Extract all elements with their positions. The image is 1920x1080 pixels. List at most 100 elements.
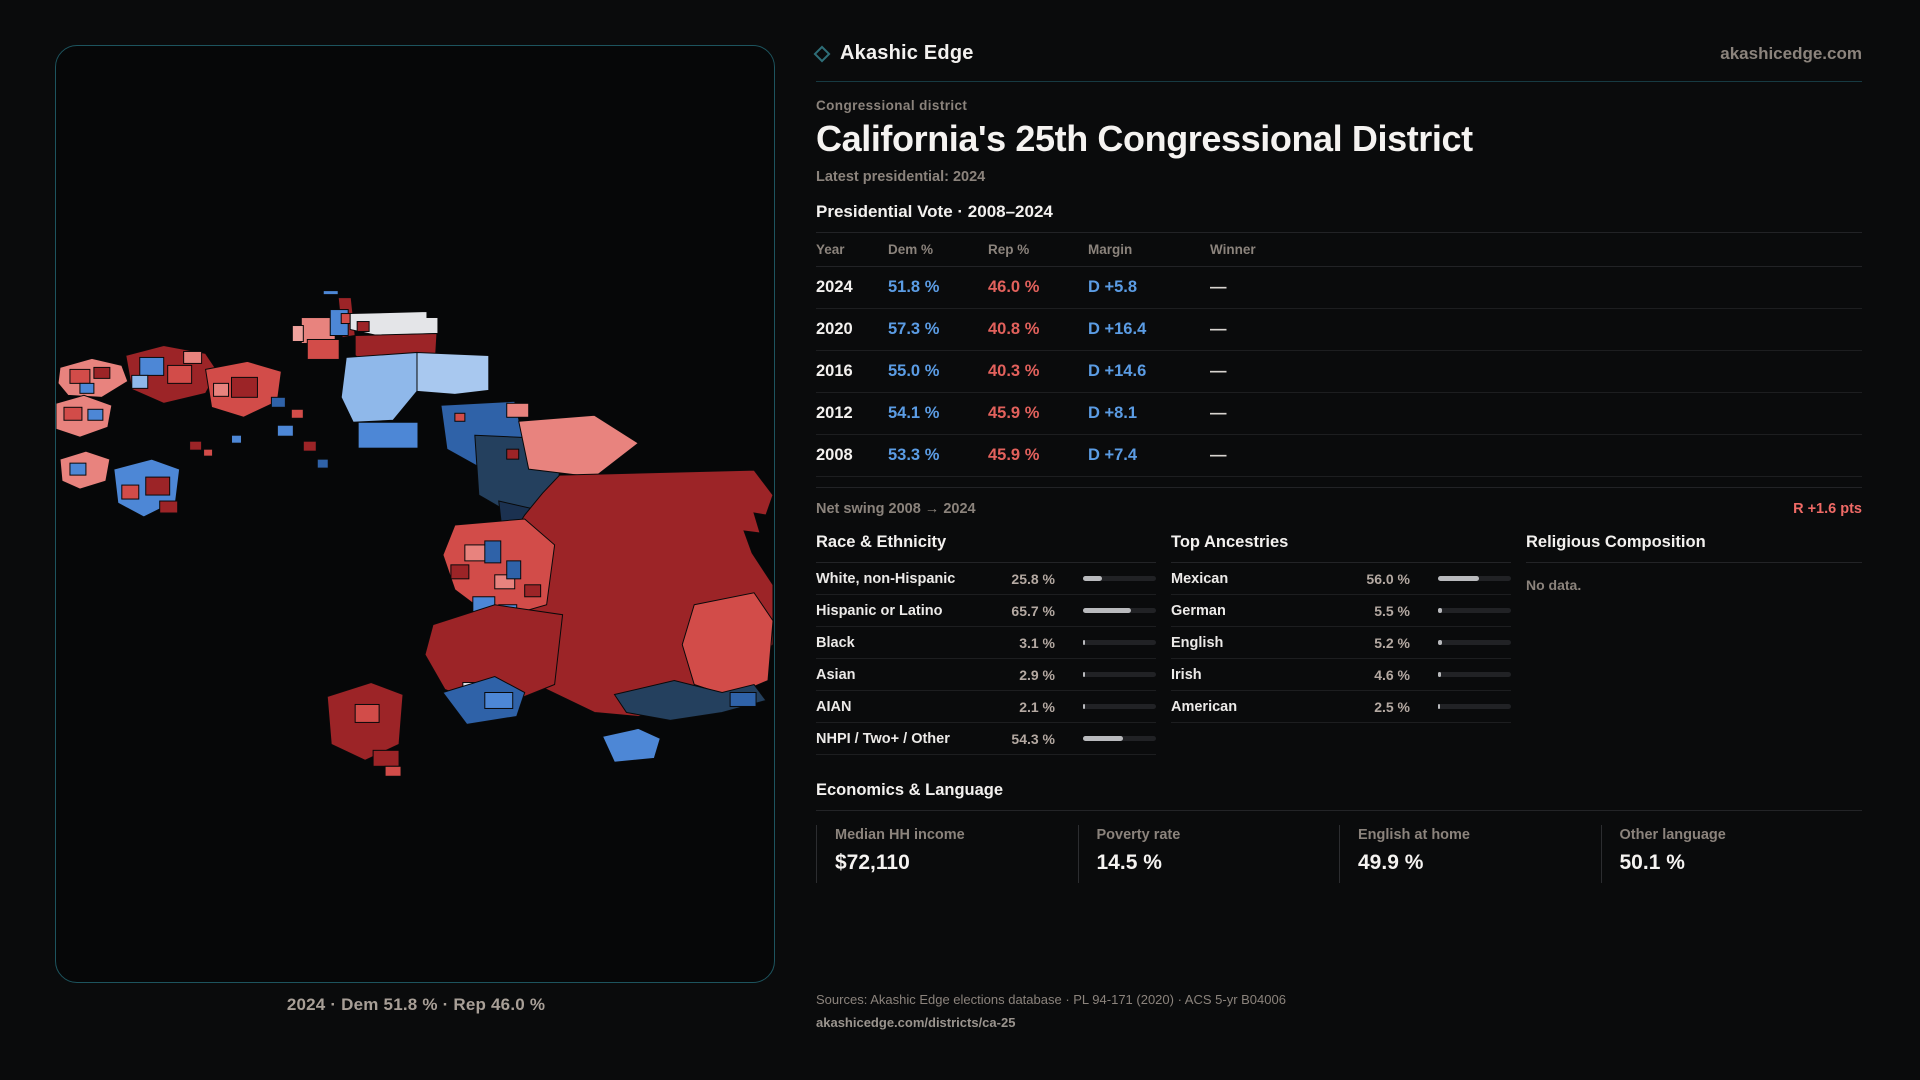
religion-no-data: No data.: [1526, 577, 1582, 593]
bar-value: 2.1 %: [1019, 698, 1055, 715]
footer: Sources: Akashic Edge elections database…: [816, 992, 1862, 1030]
header: Akashic Edge akashicedge.com: [813, 36, 1862, 82]
bar-fill: [1083, 704, 1085, 709]
bar-fill: [1438, 576, 1479, 581]
col-rep: Rep %: [988, 242, 1030, 257]
bar-label: Black: [816, 634, 855, 651]
bar-value: 2.5 %: [1374, 698, 1410, 715]
stat-bar-row: English 5.2 %: [1171, 627, 1511, 659]
cell-year: 2012: [816, 404, 853, 422]
stat-bar-row: AIAN 2.1 %: [816, 691, 1156, 723]
cell-dem: 57.3 %: [888, 320, 940, 338]
presidential-vote-table: Year Dem % Rep % Margin Winner 2024 51.8…: [816, 232, 1862, 477]
vote-table-title: Presidential Vote · 2008–2024: [816, 202, 1053, 221]
table-row: 2012 54.1 % 45.9 % D +8.1 —: [816, 393, 1862, 435]
bar-fill: [1083, 736, 1123, 741]
stat-value: 50.1 %: [1619, 851, 1685, 874]
stat-card: Other language 50.1 %: [1600, 825, 1863, 883]
bar-track: [1083, 736, 1156, 741]
stat-label: Median HH income: [835, 827, 965, 843]
stat-bar-row: Mexican 56.0 %: [1171, 563, 1511, 595]
cell-rep: 45.9 %: [988, 404, 1040, 422]
bar-value: 4.6 %: [1374, 666, 1410, 683]
cell-winner: —: [1210, 278, 1227, 296]
bar-label: White, non-Hispanic: [816, 570, 956, 587]
vote-table-header: Year Dem % Rep % Margin Winner: [816, 232, 1862, 267]
stat-bar-row: NHPI / Two+ / Other 54.3 %: [816, 723, 1156, 755]
cell-year: 2016: [816, 362, 853, 380]
main-content: Akashic Edge akashicedge.com Congression…: [813, 36, 1862, 883]
stat-card: Poverty rate 14.5 %: [1077, 825, 1340, 883]
bar-label: English: [1171, 634, 1224, 651]
table-row: 2016 55.0 % 40.3 % D +14.6 —: [816, 351, 1862, 393]
religion-section: Religious Composition No data.: [1526, 533, 1862, 755]
brand-name: Akashic Edge: [840, 42, 974, 64]
bar-label: Hispanic or Latino: [816, 602, 943, 619]
ancestries-title: Top Ancestries: [1171, 533, 1511, 563]
cell-year: 2008: [816, 446, 853, 464]
bar-track: [1083, 672, 1156, 677]
bar-label: AIAN: [816, 698, 852, 715]
bar-track: [1438, 704, 1511, 709]
stat-bar-row: White, non-Hispanic 25.8 %: [816, 563, 1156, 595]
economics-title: Economics & Language: [816, 781, 1862, 811]
stat-value: 14.5 %: [1096, 851, 1162, 874]
bar-label: Mexican: [1171, 570, 1229, 587]
cell-dem: 54.1 %: [888, 404, 940, 422]
diamond-icon: [813, 45, 831, 62]
economics-stats: Median HH income $72,110 Poverty rate 14…: [816, 825, 1862, 883]
bar-label: American: [1171, 698, 1238, 715]
net-swing-value: R +1.6 pts: [1793, 501, 1862, 517]
cell-dem: 51.8 %: [888, 278, 940, 296]
cell-rep: 40.8 %: [988, 320, 1040, 338]
district-permalink[interactable]: akashicedge.com/districts/ca-25: [816, 1015, 1016, 1030]
col-year: Year: [816, 242, 845, 257]
bar-fill: [1438, 640, 1442, 645]
vote-table-body: 2024 51.8 % 46.0 % D +5.8 — 2020 57.3 % …: [816, 267, 1862, 477]
stat-label: Other language: [1619, 827, 1726, 843]
bar-track: [1083, 608, 1156, 613]
stat-value: 49.9 %: [1358, 851, 1424, 874]
race-ethnicity-section: Race & Ethnicity White, non-Hispanic 25.…: [816, 533, 1156, 755]
cell-winner: —: [1210, 320, 1227, 338]
table-row: 2020 57.3 % 40.8 % D +16.4 —: [816, 309, 1862, 351]
bar-label: German: [1171, 602, 1226, 619]
cell-winner: —: [1210, 446, 1227, 464]
stat-label: English at home: [1358, 827, 1470, 843]
religion-title: Religious Composition: [1526, 533, 1862, 563]
stat-bar-row: Irish 4.6 %: [1171, 659, 1511, 691]
table-row: 2008 53.3 % 45.9 % D +7.4 —: [816, 435, 1862, 477]
bar-value: 25.8 %: [1011, 570, 1055, 587]
bar-label: Irish: [1171, 666, 1202, 683]
cell-margin: D +5.8: [1088, 278, 1138, 296]
stat-bar-row: German 5.5 %: [1171, 595, 1511, 627]
cell-rep: 45.9 %: [988, 446, 1040, 464]
bar-label: NHPI / Two+ / Other: [816, 730, 950, 747]
bar-fill: [1083, 640, 1086, 645]
cell-dem: 55.0 %: [888, 362, 940, 380]
table-row: 2024 51.8 % 46.0 % D +5.8 —: [816, 267, 1862, 309]
bar-track: [1083, 640, 1156, 645]
bar-value: 3.1 %: [1019, 634, 1055, 651]
bar-fill: [1438, 608, 1442, 613]
stat-bar-row: American 2.5 %: [1171, 691, 1511, 723]
ancestries-section: Top Ancestries Mexican 56.0 % German 5.5…: [1171, 533, 1511, 755]
district-map-panel: [55, 45, 775, 983]
bar-track: [1083, 704, 1156, 709]
cell-margin: D +14.6: [1088, 362, 1147, 380]
site-domain-link[interactable]: akashicedge.com: [1720, 43, 1862, 63]
net-swing-row: Net swing 2008 → 2024 R +1.6 pts: [816, 487, 1862, 517]
bar-fill: [1083, 576, 1102, 581]
page-title: California's 25th Congressional District: [816, 118, 1473, 159]
stat-value: $72,110: [835, 851, 910, 874]
race-ethnicity-title: Race & Ethnicity: [816, 533, 1156, 563]
cell-margin: D +7.4: [1088, 446, 1138, 464]
cell-margin: D +8.1: [1088, 404, 1138, 422]
latest-presidential-label: Latest presidential: 2024: [816, 169, 986, 185]
bar-value: 65.7 %: [1011, 602, 1055, 619]
cell-winner: —: [1210, 404, 1227, 422]
district-map: [56, 290, 774, 777]
sources-line: Sources: Akashic Edge elections database…: [816, 992, 1286, 1007]
bar-value: 56.0 %: [1366, 570, 1410, 587]
stat-bar-row: Black 3.1 %: [816, 627, 1156, 659]
